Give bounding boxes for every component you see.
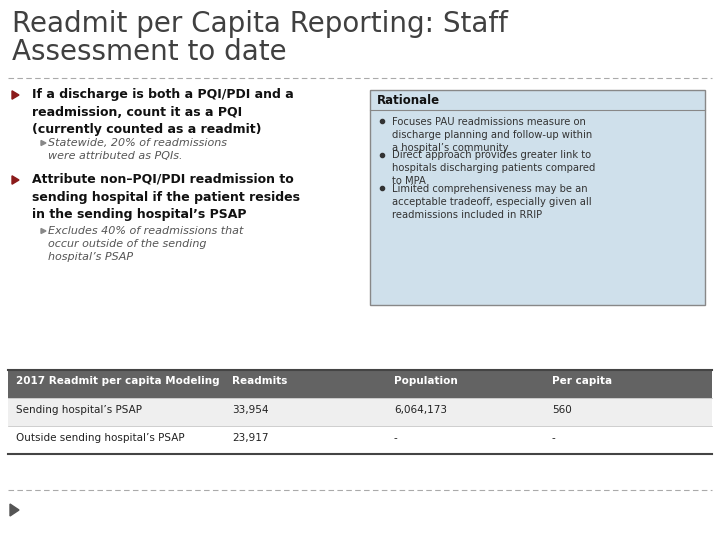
Text: -: -	[552, 433, 556, 443]
Text: 2017 Readmit per capita Modeling: 2017 Readmit per capita Modeling	[16, 376, 220, 386]
Text: Excludes 40% of readmissions that
occur outside of the sending
hospital’s PSAP: Excludes 40% of readmissions that occur …	[48, 226, 243, 262]
Polygon shape	[12, 91, 19, 99]
Text: Per capita: Per capita	[552, 376, 612, 386]
Text: Direct approach provides greater link to
hospitals discharging patients compared: Direct approach provides greater link to…	[392, 151, 595, 186]
Text: Readmits: Readmits	[232, 376, 287, 386]
Text: Limited comprehensiveness may be an
acceptable tradeoff, especially given all
re: Limited comprehensiveness may be an acce…	[392, 184, 592, 220]
FancyBboxPatch shape	[370, 90, 705, 305]
Text: -: -	[394, 433, 397, 443]
FancyBboxPatch shape	[8, 370, 712, 398]
Polygon shape	[41, 140, 46, 145]
Text: Outside sending hospital’s PSAP: Outside sending hospital’s PSAP	[16, 433, 184, 443]
Text: Population: Population	[394, 376, 458, 386]
Text: Sending hospital’s PSAP: Sending hospital’s PSAP	[16, 405, 142, 415]
Text: Focuses PAU readmissions measure on
discharge planning and follow-up within
a ho: Focuses PAU readmissions measure on disc…	[392, 117, 593, 153]
Text: If a discharge is both a PQI/PDI and a
readmission, count it as a PQI
(currently: If a discharge is both a PQI/PDI and a r…	[32, 88, 294, 136]
Text: Rationale: Rationale	[377, 94, 440, 107]
Polygon shape	[10, 504, 19, 516]
Polygon shape	[12, 176, 19, 184]
Text: Readmit per Capita Reporting: Staff: Readmit per Capita Reporting: Staff	[12, 10, 508, 38]
Polygon shape	[41, 228, 46, 233]
Text: Attribute non–PQI/PDI readmission to
sending hospital if the patient resides
in : Attribute non–PQI/PDI readmission to sen…	[32, 173, 300, 221]
Text: Assessment to date: Assessment to date	[12, 38, 287, 66]
Text: 23,917: 23,917	[232, 433, 269, 443]
Text: 560: 560	[552, 405, 572, 415]
Text: Statewide, 20% of readmissions
were attributed as PQIs.: Statewide, 20% of readmissions were attr…	[48, 138, 227, 161]
Text: 6,064,173: 6,064,173	[394, 405, 447, 415]
Text: 33,954: 33,954	[232, 405, 269, 415]
FancyBboxPatch shape	[8, 398, 712, 426]
FancyBboxPatch shape	[8, 426, 712, 454]
